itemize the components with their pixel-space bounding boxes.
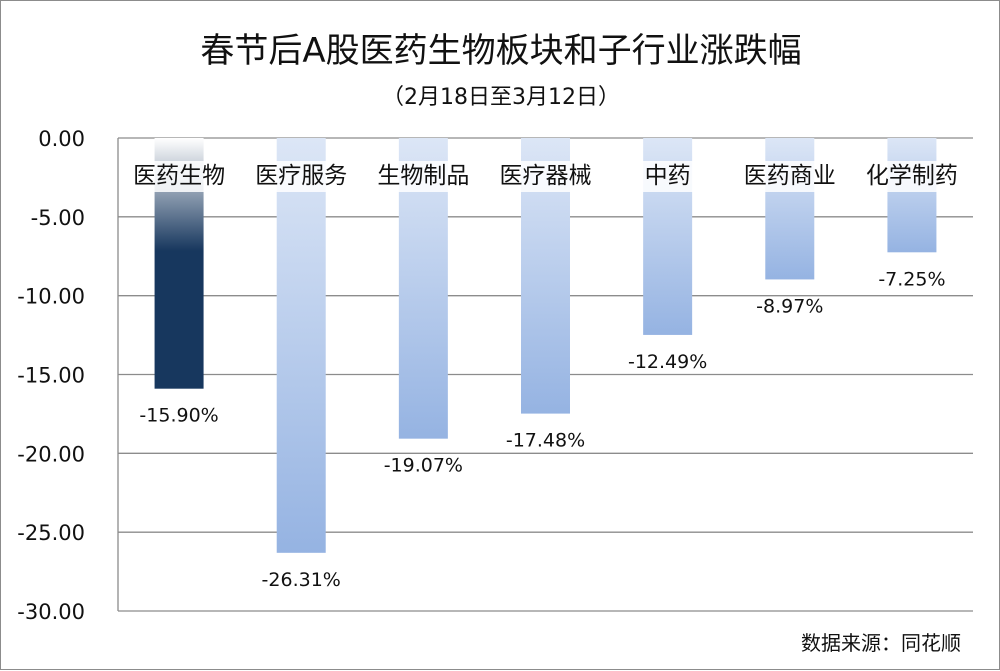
category-label: 生物制品 (377, 163, 469, 189)
category-label: 化学制药 (866, 163, 958, 189)
labels: 0.00 -5.00 -10.00 -15.00 -20.00 -25.00 -30.00 -… (17, 127, 960, 624)
y-tick-label: -25.00 (17, 521, 85, 545)
bar-6 (887, 138, 937, 253)
category-label-bg (375, 161, 472, 192)
chart-subtitle: （2月18日至3月12日） (382, 85, 620, 110)
category-label-bg (497, 161, 594, 192)
y-tick-label: -10.00 (17, 285, 85, 309)
data-label: -15.90% (139, 405, 218, 427)
data-label: -19.07% (384, 455, 463, 477)
y-tick-label: -20.00 (17, 442, 85, 466)
data-label: -17.48% (506, 430, 585, 452)
y-tick-label: -5.00 (31, 206, 85, 230)
data-label: -12.49% (628, 351, 707, 373)
category-label: 医药生物 (133, 163, 225, 189)
y-tick-label: -30.00 (17, 600, 85, 624)
category-label: 医疗器械 (500, 163, 592, 189)
data-label: -26.31% (262, 569, 341, 591)
category-label: 中药 (645, 163, 691, 189)
bar-1 (276, 138, 326, 553)
category-label-bg (131, 161, 228, 192)
category-label: 医药商业 (744, 163, 836, 189)
data-label: -8.97% (756, 295, 823, 317)
category-label-bg (863, 161, 960, 192)
category-label-bg (253, 161, 350, 192)
data-label: -7.25% (878, 268, 945, 290)
bar-5 (765, 138, 815, 280)
category-label-bg (741, 161, 838, 192)
category-label: 医疗服务 (255, 163, 347, 189)
bars (154, 138, 937, 553)
y-tick-label: 0.00 (38, 127, 85, 151)
category-label-bg (642, 161, 693, 192)
y-tick-label: -15.00 (17, 364, 85, 388)
source-note: 数据来源：同花顺 (801, 631, 961, 655)
chart-title: 春节后A股医药生物板块和子行业涨跌幅 (200, 31, 802, 71)
